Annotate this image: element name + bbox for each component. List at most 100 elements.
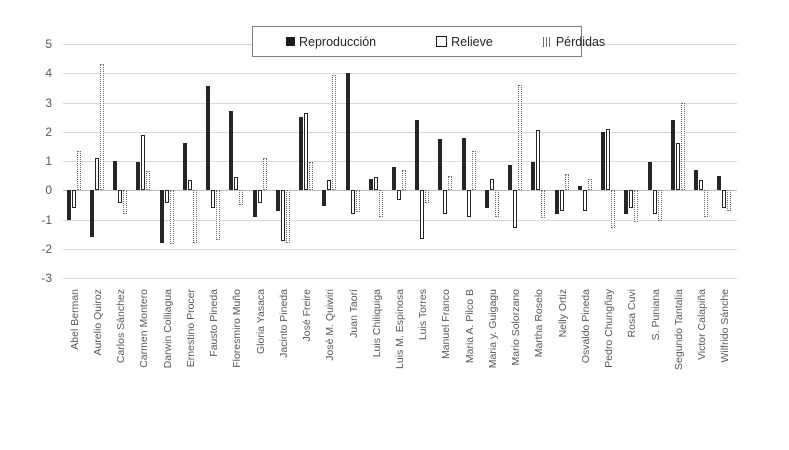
bar-perdidas [611,190,616,229]
x-category-label: Mario Solorzano [510,289,523,366]
bar-relieve [234,177,239,191]
x-category-label: Jacinto Pineda [277,289,290,358]
bar-relieve [350,190,355,214]
bar-relieve [71,190,76,208]
legend-item-relieve: Relieve [436,35,493,49]
y-tick-label: -1 [41,212,52,227]
bar-reproduccion [275,190,280,211]
bar-perdidas [425,190,430,204]
bar-perdidas [471,150,476,191]
bar-relieve [164,190,169,204]
bar-relieve [373,177,378,191]
bar-perdidas [192,190,197,243]
bar-relieve [722,190,727,208]
bar-reproduccion [577,185,582,191]
x-category-label: Juan Taorí [347,289,360,338]
bar-reproduccion [159,190,164,243]
y-tick-label: 4 [45,66,52,81]
x-category-label: Rosa Cuvi [626,289,639,338]
gridline-y-1 [63,161,737,162]
bar-perdidas [262,158,267,191]
bar-reproduccion [136,162,141,191]
y-tick-label: 1 [45,154,52,168]
bar-reproduccion [322,190,327,207]
y-tick-label: -3 [41,271,52,285]
x-category-label: S. Puniana [649,289,662,341]
bar-relieve [304,112,309,191]
y-tick-label: 0 [45,183,52,198]
x-category-label: Floresmiro Muño [231,289,244,368]
bar-relieve [211,190,216,208]
bar-reproduccion [461,137,466,191]
x-category-label: Wilfrido Sánche [719,289,732,363]
bar-perdidas [332,74,337,191]
bar-perdidas [402,169,406,191]
bar-perdidas [76,150,81,191]
gridline-y--3 [63,278,737,279]
legend-label-reproduccion: Reproducción [299,34,377,49]
bar-reproduccion [624,190,629,214]
y-tick-label: -2 [41,241,52,256]
bar-perdidas [704,190,709,217]
x-category-label: Carlos Sánchez [115,289,128,364]
x-category-label: Manuel Franco [440,289,453,360]
bar-perdidas [378,190,383,217]
x-category-label: Segundo Tantalia [672,289,685,370]
legend-item-perdidas: Pérdidas [542,35,605,49]
bar-relieve [629,190,634,208]
bar-relieve [559,190,564,211]
bar-relieve [513,190,518,229]
x-category-label: José M. Quiwiri [324,289,337,361]
bar-relieve [118,190,123,204]
bar-relieve [536,130,541,191]
bar-reproduccion [508,165,513,191]
y-tick-label: 2 [45,124,52,139]
bar-relieve [443,190,448,214]
bar-reproduccion [694,169,699,191]
gridline-y--2 [63,248,737,250]
gridline-y-3 [63,102,737,104]
bar-perdidas [169,190,174,245]
bar-relieve [489,178,494,191]
x-category-label: Luis Chiliquiga [370,289,383,358]
bar-relieve [652,190,657,214]
bar-relieve [187,180,192,191]
bar-reproduccion [299,117,304,191]
bar-perdidas [587,178,592,191]
bar-relieve [327,180,332,191]
gridline-y--1 [63,219,737,221]
bar-relieve [675,143,680,191]
x-category-label: Victor Calapiña [696,289,709,361]
bar-relieve [466,190,471,217]
bar-reproduccion [345,73,350,191]
gridline-y-2 [63,131,737,133]
bar-reproduccion [368,178,373,191]
plot-area [63,44,737,279]
bar-perdidas [518,84,523,191]
outline-square-icon [436,36,448,47]
x-category-label: Fausto Pineda [208,289,221,357]
bar-relieve [141,134,146,191]
x-category-label: Gloria Yasaca [254,289,267,354]
bar-perdidas [657,190,662,221]
bar-perdidas [564,174,569,191]
legend: Reproducción Relieve Pérdidas [252,26,605,57]
bar-relieve [699,180,704,191]
x-category-label: Maria A. Pilco B [463,289,476,364]
x-category-label: Maria y. Guigagu [486,289,499,369]
bar-perdidas [448,175,453,191]
bar-reproduccion [601,131,606,191]
bar-perdidas [146,171,151,191]
x-category-label: José Freire [301,289,314,342]
bar-relieve [397,190,401,201]
legend-label-relieve: Relieve [451,34,493,49]
x-category-label: Aurelio Quiroz [91,289,104,356]
bar-perdidas [727,190,732,211]
bar-perdidas [239,190,244,205]
x-category-label: Abel Berman [68,289,81,350]
bar-perdidas [355,190,360,213]
bar-perdidas [309,162,314,191]
bar-perdidas [285,190,290,243]
bar-reproduccion [647,162,652,191]
bar-reproduccion [670,120,675,191]
